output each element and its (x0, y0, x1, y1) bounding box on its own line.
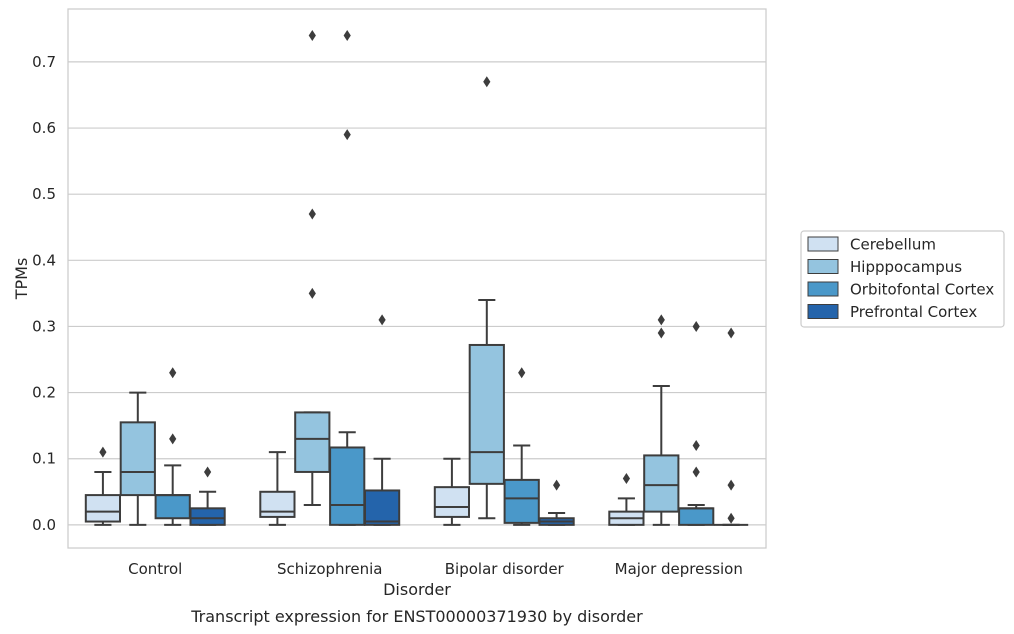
box-groups (84, 29, 749, 526)
x-tick-label: Schizophrenia (277, 560, 382, 578)
outlier-point (343, 129, 351, 141)
outlier-point (308, 287, 316, 299)
x-axis-title: Disorder (383, 580, 451, 599)
outlier-point (692, 466, 700, 478)
outlier-point (308, 208, 316, 220)
box-group-schizophrenia (259, 29, 401, 526)
outlier-point (483, 76, 491, 88)
legend-swatch (807, 304, 839, 319)
outlier-point (378, 314, 386, 326)
x-tick-label: Major depression (615, 560, 743, 578)
x-tick-label: Control (128, 560, 182, 578)
box-group-control (84, 367, 226, 526)
outlier-point (169, 367, 177, 379)
box (678, 507, 715, 526)
box (363, 489, 401, 526)
box (259, 490, 296, 518)
box-group-major-depression (608, 314, 749, 526)
y-tick-label: 0.6 (32, 119, 56, 137)
box (84, 494, 122, 523)
x-axis-ticks: Control Schizophrenia Bipolar disorder Majo… (128, 560, 743, 578)
outlier-point (553, 479, 561, 491)
box (329, 446, 366, 526)
grid-lines (68, 61, 766, 526)
outlier-point (204, 466, 212, 478)
legend-swatch (807, 259, 839, 274)
outlier-point (343, 29, 351, 41)
chart-caption: Transcript expression for ENST0000037193… (190, 607, 643, 626)
box (119, 421, 156, 497)
plot-frame (67, 8, 767, 549)
outlier-point (727, 327, 735, 339)
outlier-point (657, 327, 665, 339)
outlier-point (99, 446, 107, 458)
outlier-point (692, 320, 700, 332)
box (154, 494, 191, 520)
outlier-point (657, 314, 665, 326)
box (433, 486, 471, 518)
legend: Cerebellum Hipppocampus Orbitofontal Corte… (800, 230, 1005, 328)
y-tick-label: 0.3 (32, 317, 56, 335)
x-tick-label: Bipolar disorder (445, 560, 565, 578)
y-tick-label: 0.0 (32, 516, 56, 534)
box-group-bipolar-disorder (433, 76, 575, 526)
outlier-point (692, 439, 700, 451)
box (468, 343, 505, 485)
legend-frame (800, 230, 1005, 328)
y-axis-ticks: 0.0 0.1 0.2 0.3 0.4 0.5 0.6 0.7 (32, 53, 56, 534)
legend-label: Cerebellum (850, 236, 936, 254)
outlier-point (622, 473, 630, 485)
box (189, 507, 226, 526)
y-tick-label: 0.2 (32, 384, 56, 402)
legend-label: Hipppocampus (850, 258, 962, 276)
box (294, 411, 331, 473)
outlier-point (727, 479, 735, 491)
outlier-point (169, 433, 177, 445)
legend-swatch (807, 281, 839, 297)
outlier-point (308, 29, 316, 41)
y-tick-label: 0.7 (32, 53, 56, 71)
legend-label: Prefrontal Cortex (850, 303, 977, 321)
legend-swatch (807, 236, 839, 252)
outlier-point (727, 512, 735, 524)
y-axis-title: TPMs (12, 258, 31, 301)
y-tick-label: 0.1 (32, 450, 56, 468)
outlier-point (518, 367, 526, 379)
box (503, 478, 540, 524)
y-tick-label: 0.5 (32, 185, 56, 203)
y-tick-label: 0.4 (32, 251, 56, 269)
box (643, 454, 680, 513)
legend-label: Orbitofontal Cortex (850, 281, 994, 299)
